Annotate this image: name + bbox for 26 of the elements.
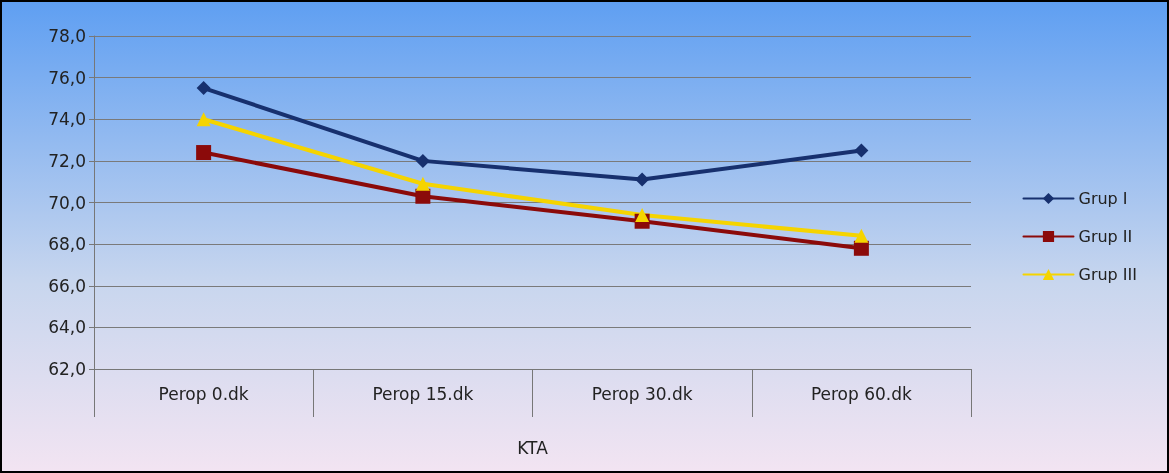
point [196, 145, 212, 161]
y-tick-label: 76,0 [48, 67, 86, 88]
point [635, 172, 650, 187]
point [415, 153, 430, 168]
point [196, 81, 211, 96]
y-tick-label: 70,0 [48, 192, 86, 213]
point [635, 207, 650, 222]
y-tick-label: 66,0 [48, 275, 86, 296]
legend-label: Grup I [1078, 189, 1128, 208]
y-tick-label: 68,0 [48, 234, 86, 255]
y-tick-label: 64,0 [48, 317, 86, 338]
x-tick-label: Perop 0.dk [158, 383, 249, 404]
x-tick-label: Perop 60.dk [810, 383, 913, 404]
point [854, 228, 869, 243]
x-tick-label: Perop 15.dk [372, 383, 474, 404]
y-tick-label: 78,0 [48, 26, 86, 46]
x-tick-label: Perop 30.dk [591, 383, 693, 404]
y-tick-label: 74,0 [48, 109, 86, 130]
point [854, 143, 869, 158]
y-tick-label: 72,0 [48, 150, 86, 171]
point [196, 112, 211, 127]
legend-label: Grup III [1078, 265, 1137, 284]
y-tick-label: 62,0 [48, 359, 86, 379]
legend-label: Grup II [1078, 227, 1133, 246]
x-axis-title: KTA [517, 437, 549, 458]
point [415, 176, 430, 191]
